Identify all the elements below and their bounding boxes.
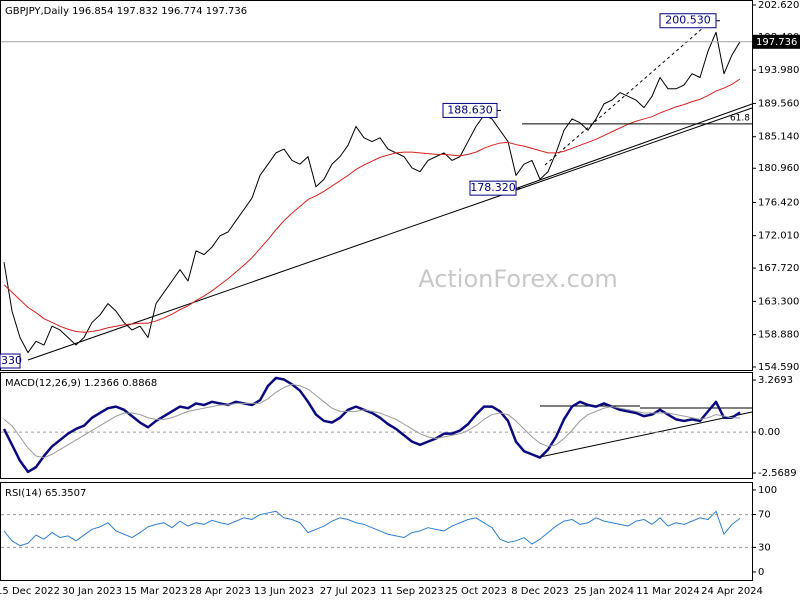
y-tick-label: 3.2693 (758, 375, 793, 386)
y-tick-label: 185.140 (758, 132, 799, 143)
low-box (0, 353, 21, 369)
y-tick-label: 180.960 (758, 163, 799, 174)
y-tick-label: 0 (758, 567, 764, 578)
annotation-box (442, 102, 498, 118)
y-tick-label: 0.00 (758, 427, 780, 438)
x-tick-label: 8 Dec 2023 (511, 586, 569, 597)
y-tick-label: 158.880 (758, 330, 799, 341)
x-tick-label: 28 Apr 2023 (189, 586, 251, 597)
pane-title: RSI(14) 65.3507 (5, 488, 86, 499)
y-tick-label: 30 (758, 542, 771, 553)
x-tick-label: 13 Jun 2023 (254, 586, 314, 597)
trend-line (27, 107, 753, 361)
macd-pane (0, 372, 753, 479)
x-tick-label: 11 Sep 2023 (380, 586, 443, 597)
y-tick-label: 193.980 (758, 65, 799, 76)
pane-title: MACD(12,26,9) 1.2366 0.8868 (5, 378, 157, 389)
y-tick-label: 70 (758, 510, 771, 521)
x-tick-label: 15 Dec 2022 (0, 586, 60, 597)
y-tick-label: 189.560 (758, 98, 799, 109)
series-line (3, 78, 741, 333)
x-tick-label: 15 Mar 2023 (124, 586, 187, 597)
y-tick-label: 172.010 (758, 231, 799, 242)
trend-line (511, 103, 753, 191)
y-tick-label: 100 (758, 485, 777, 496)
annotation-label: 188.630 (447, 103, 493, 116)
x-tick-label: 25 Jan 2024 (574, 586, 634, 597)
y-tick-label: 167.720 (758, 263, 799, 274)
rsi-pane (0, 482, 753, 581)
y-tick-label: 154.590 (758, 362, 799, 373)
pane-title: GBPJPY,Daily 196.854 197.832 196.774 197… (5, 6, 247, 17)
y-tick-label: 163.300 (758, 296, 799, 307)
last-price-label: 197.736 (756, 37, 797, 48)
annotation-box (659, 13, 717, 29)
y-tick-label: 202.620 (758, 0, 799, 11)
x-tick-label: 27 Jul 2023 (320, 586, 377, 597)
annotation-label: 178.320 (470, 181, 516, 194)
y-tick-label: 176.420 (758, 197, 799, 208)
x-tick-label: 11 Mar 2024 (636, 586, 699, 597)
series-line (3, 383, 741, 459)
x-tick-label: 30 Jan 2023 (62, 586, 122, 597)
series-line (3, 31, 741, 354)
x-tick-label: 24 Apr 2024 (701, 586, 763, 597)
macd-trend-line (539, 411, 753, 458)
y-tick-label: -2.5689 (758, 468, 797, 479)
annotation-label: 200.530 (665, 14, 711, 27)
annotation-box (469, 180, 517, 196)
projection-line (544, 19, 713, 166)
price-pane (0, 0, 753, 371)
last-price-box (752, 34, 800, 49)
series-line (2, 376, 741, 474)
x-tick-label: 25 Oct 2023 (445, 586, 507, 597)
layout (0, 0, 753, 581)
series-line (3, 510, 741, 547)
low-label: 330 (1, 354, 22, 367)
fib-label: 61.8 (730, 113, 750, 123)
watermark: ActionForex.com (418, 265, 618, 293)
